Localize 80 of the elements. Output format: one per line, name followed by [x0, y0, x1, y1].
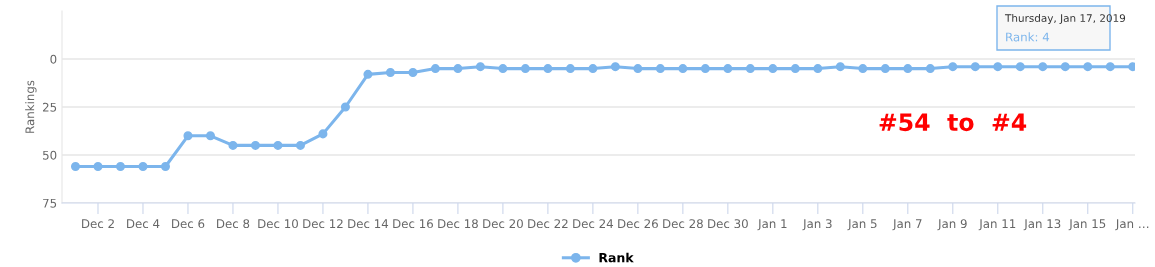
point — [363, 69, 373, 79]
x-tick-label: Dec 28 — [663, 219, 703, 229]
point — [295, 140, 305, 150]
point — [745, 64, 755, 74]
point — [205, 131, 215, 141]
point — [993, 62, 1003, 72]
x-tick-label: Dec 10 — [258, 219, 298, 229]
x-tick-label: Jan 7 — [892, 219, 922, 231]
point — [70, 162, 81, 172]
x-tick-label: Dec 4 — [127, 219, 160, 229]
x-tick-label: Dec 2 — [82, 219, 114, 229]
x-tick-label: Dec 16 — [393, 219, 433, 229]
x-tick-label: Jan 3 — [802, 219, 832, 231]
point — [588, 64, 598, 74]
point — [610, 62, 620, 72]
point — [183, 131, 193, 141]
point — [565, 64, 575, 74]
annotation: Rank: 4 — [1006, 32, 1050, 42]
y-tick-label: 0 — [50, 54, 57, 64]
point — [93, 162, 103, 172]
point — [813, 64, 823, 74]
point — [880, 64, 890, 74]
point — [453, 64, 463, 74]
x-tick-label: Jan 13 — [1023, 219, 1061, 231]
point — [948, 62, 958, 72]
x-tick-label: Dec 8 — [217, 219, 250, 229]
point — [678, 64, 688, 74]
point — [1060, 62, 1070, 72]
annotation: Thursday, Jan 17, 2019 — [1004, 13, 1126, 25]
x-tick-label: Jan 15 — [1068, 219, 1106, 231]
x-tick-label: Dec 18 — [438, 219, 478, 229]
x-tick-label: Jan 5 — [847, 219, 877, 231]
point — [340, 102, 350, 112]
point — [1105, 62, 1115, 72]
y-tick-label: 50 — [43, 150, 57, 160]
point — [700, 64, 710, 74]
point — [228, 140, 238, 150]
point — [250, 140, 260, 150]
x-tick-label: Jan 11 — [978, 219, 1016, 231]
x-tick-label: Dec 22 — [528, 219, 568, 229]
point — [475, 62, 485, 72]
point — [160, 162, 170, 172]
point — [790, 64, 800, 74]
point — [1038, 62, 1048, 72]
point — [633, 64, 643, 74]
x-tick-label: Jan 1 — [757, 219, 787, 231]
y-axis-title: Rankings — [25, 80, 37, 133]
point — [430, 64, 440, 74]
annotation: #54 to #4 — [879, 113, 1027, 132]
point — [273, 140, 283, 150]
point — [835, 62, 845, 72]
x-tick-label: Dec 24 — [573, 219, 614, 229]
point — [655, 64, 665, 74]
point — [520, 64, 530, 74]
point — [1083, 62, 1093, 72]
x-tick-label: Jan … — [1115, 219, 1149, 231]
point — [925, 64, 935, 74]
y-tick-label: 75 — [43, 198, 57, 208]
point — [1015, 62, 1025, 72]
point — [318, 129, 328, 139]
x-tick-label: Dec 12 — [303, 219, 343, 229]
x-tick-label: Dec 6 — [172, 219, 205, 229]
point — [543, 64, 553, 74]
x-tick-label: Dec 26 — [618, 219, 658, 229]
point — [723, 64, 733, 74]
x-tick-label: Dec 20 — [483, 219, 523, 229]
y-tick-label: 25 — [42, 102, 57, 112]
point — [498, 64, 508, 74]
point — [903, 64, 913, 74]
point — [768, 64, 778, 74]
point — [138, 162, 148, 172]
point — [115, 162, 126, 172]
point — [408, 67, 418, 77]
x-tick-label: Dec 14 — [348, 219, 389, 229]
x-tick-label: Jan 9 — [937, 219, 967, 231]
point — [385, 67, 395, 77]
point — [970, 62, 980, 72]
point — [858, 64, 868, 74]
legend-label: Rank — [599, 252, 634, 263]
x-tick-label: Dec 30 — [708, 219, 748, 229]
